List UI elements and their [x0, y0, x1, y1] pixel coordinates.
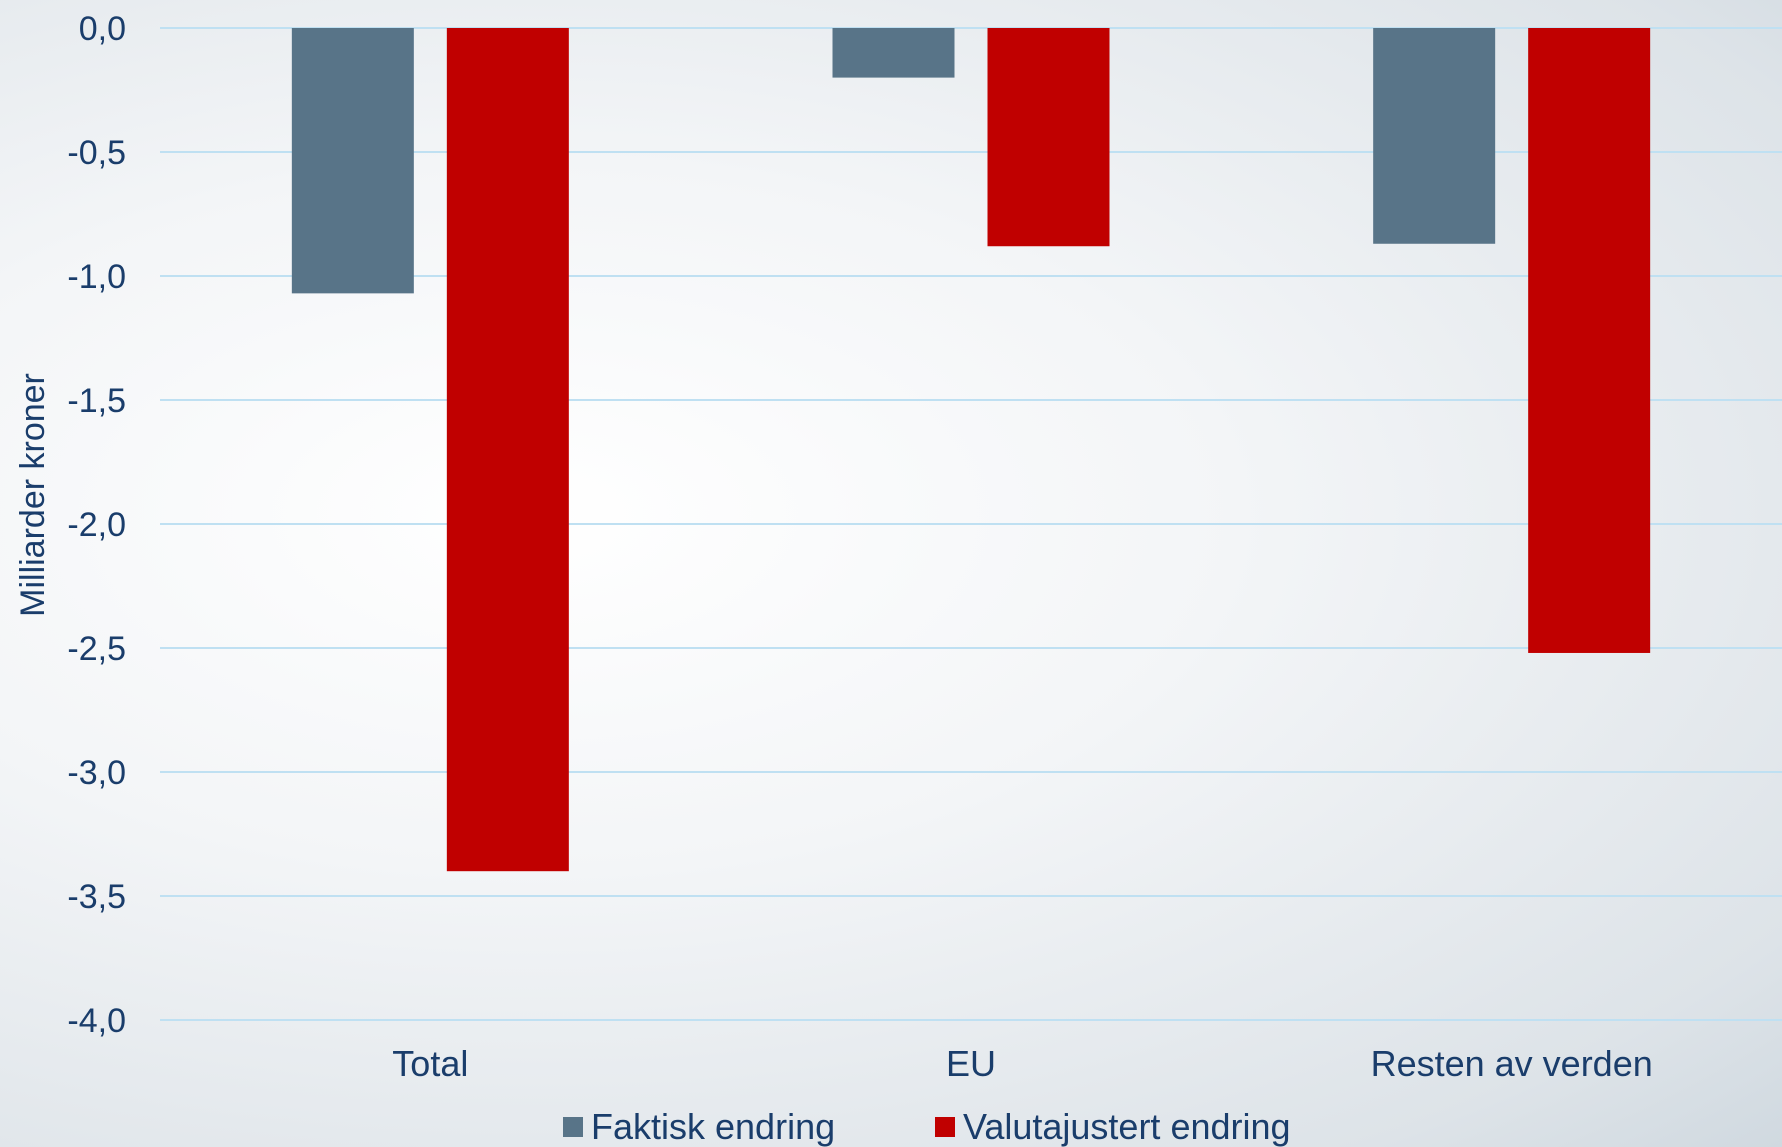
bar-eu-series-1: [832, 28, 955, 78]
y-tick-label: 0,0: [79, 10, 126, 48]
y-tick-label: -1,5: [67, 382, 126, 420]
y-tick-label: -2,5: [67, 630, 126, 668]
legend-swatch: [563, 1117, 583, 1137]
y-tick-label: -3,0: [67, 754, 126, 792]
y-tick-label: -0,5: [67, 134, 126, 172]
bar-total-series-2: [446, 28, 569, 872]
x-category-label: Resten av verden: [1371, 1043, 1653, 1084]
bar-total-series-1: [291, 28, 414, 294]
x-category-label: EU: [946, 1043, 996, 1084]
y-tick-label: -2,0: [67, 506, 126, 544]
legend-swatch: [935, 1117, 955, 1137]
y-tick-label: -1,0: [67, 258, 126, 296]
legend-label: Valutajustert endring: [963, 1106, 1291, 1147]
bar-eu-series-2: [987, 28, 1110, 247]
y-tick-label: -4,0: [67, 1002, 126, 1040]
y-axis-title: Milliarder kroner: [14, 373, 52, 617]
y-tick-label: -3,5: [67, 878, 126, 916]
bar-resten-av-verden-series-2: [1528, 28, 1651, 653]
legend-label: Faktisk endring: [591, 1106, 835, 1147]
x-category-label: Total: [392, 1043, 468, 1084]
bar-resten-av-verden-series-1: [1373, 28, 1496, 244]
